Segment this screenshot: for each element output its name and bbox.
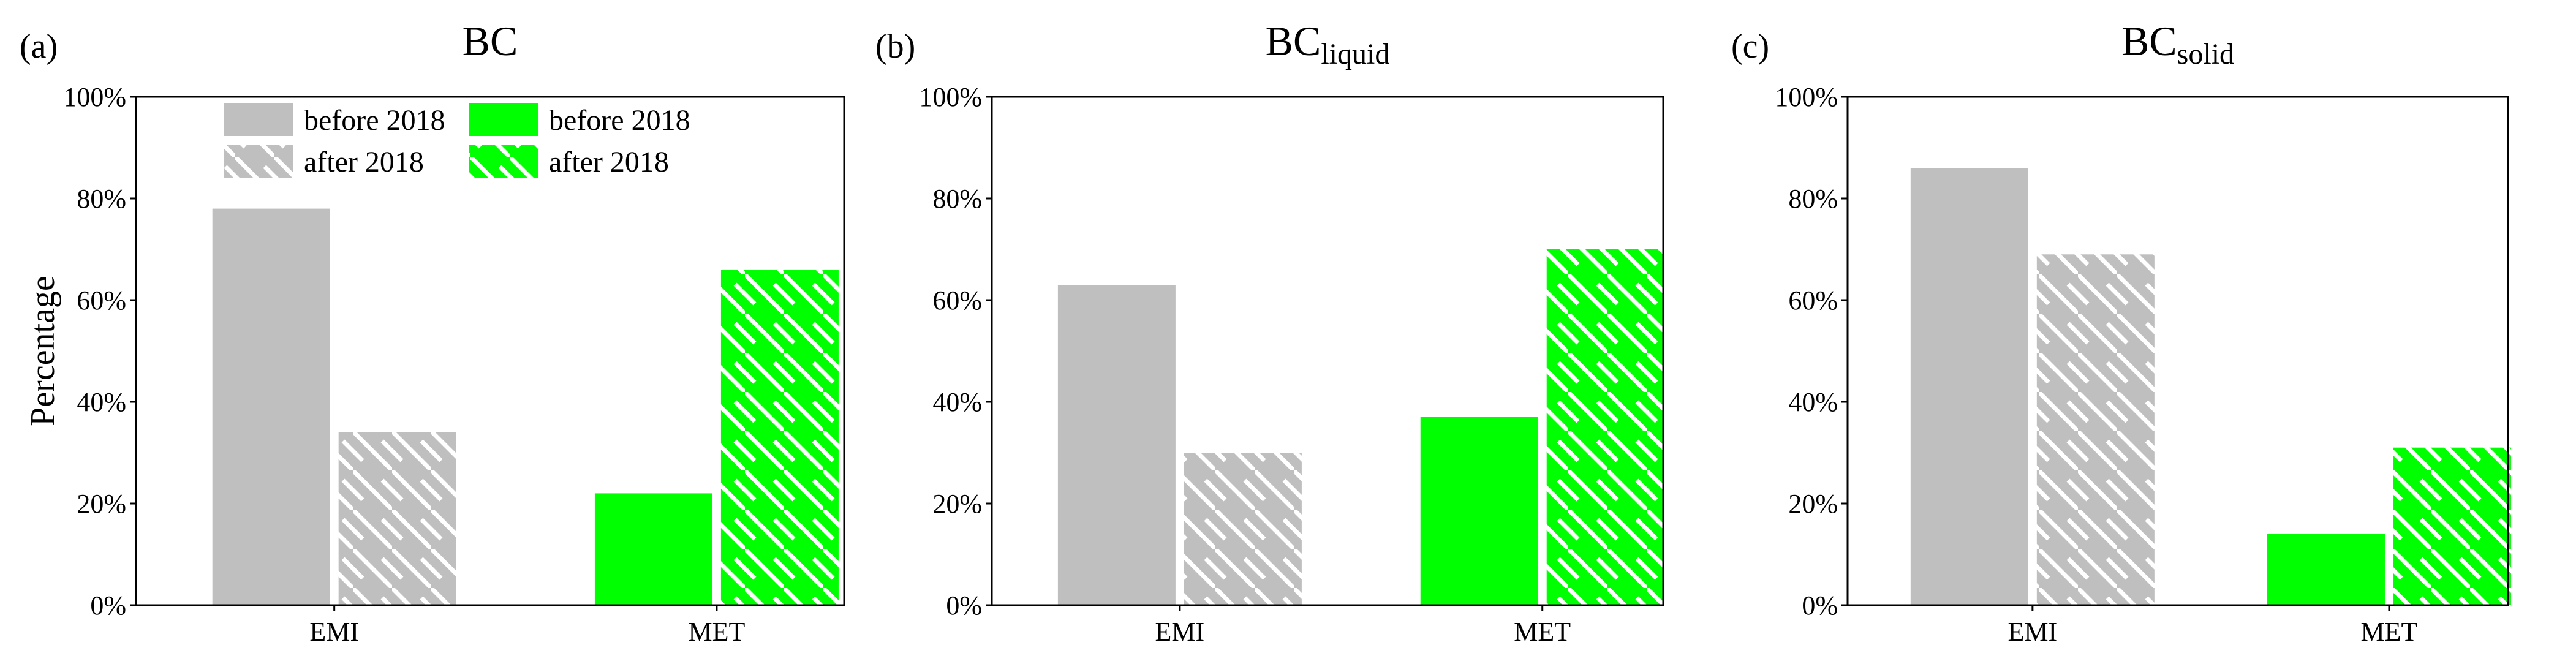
panel-label: (c) [1731, 28, 1769, 66]
legend-swatch [469, 103, 538, 136]
y-tick-label: 60% [932, 285, 982, 315]
legend: before 2018 before 2018 after 2018 after 20… [224, 103, 690, 178]
bar-emi-after [1184, 453, 1302, 605]
bar-met-after [720, 270, 839, 605]
legend-swatch [469, 145, 538, 178]
panel-3: EMI MET 0% 20% 40% 60% 80% 100%(c) BCsolid [1731, 18, 2511, 647]
y-tick-label: 40% [77, 387, 126, 417]
y-tick-label: 20% [1788, 489, 1838, 519]
legend-label: after 2018 [549, 146, 669, 178]
y-tick-label: 60% [77, 285, 126, 315]
y-tick-label: 20% [932, 489, 982, 519]
y-tick-label: 100% [919, 82, 982, 112]
y-tick-label: 20% [77, 489, 126, 519]
y-tick-label: 80% [77, 184, 126, 214]
y-tick-label: 80% [932, 184, 982, 214]
y-tick-label: 0% [946, 590, 982, 621]
plot-frame [135, 96, 845, 606]
bar-met-after [2393, 447, 2511, 605]
legend-label: before 2018 [304, 104, 445, 137]
legend-swatch [224, 145, 293, 178]
bar-met-after [1546, 249, 1664, 605]
panel-1: EMI MET 0% 20% 40% 60% 80% 100%(a) BC Percentage b… [20, 18, 845, 647]
x-tick-label: MET [2361, 617, 2418, 647]
panel-label: (b) [875, 28, 915, 66]
plot-frame [1846, 96, 2509, 606]
y-tick-label: 40% [1788, 387, 1838, 417]
y-tick-label: 100% [63, 82, 126, 112]
legend-swatch [224, 103, 293, 136]
plot-frame [991, 96, 1664, 606]
y-tick-label: 0% [1802, 590, 1838, 621]
bar-met-before [594, 493, 712, 605]
bar-emi-before [1910, 168, 2028, 605]
x-tick-label: MET [688, 617, 745, 647]
panel-2: EMI MET 0% 20% 40% 60% 80% 100%(b) BCliquid [875, 18, 1664, 647]
y-tick-label: 80% [1788, 184, 1838, 214]
x-tick-label: EMI [309, 617, 359, 647]
bar-met-before [2267, 534, 2385, 605]
panel-title: BCliquid [1266, 18, 1390, 70]
x-tick-label: EMI [1155, 617, 1205, 647]
y-tick-label: 40% [932, 387, 982, 417]
y-tick-label: 100% [1775, 82, 1838, 112]
panel-title: BC [463, 18, 518, 64]
bar-emi-before [212, 208, 330, 606]
x-tick-label: MET [1514, 617, 1571, 647]
y-tick-label: 0% [90, 590, 126, 621]
y-axis-label: Percentage [24, 276, 62, 426]
legend-label: before 2018 [549, 104, 690, 137]
panel-label: (a) [20, 28, 58, 66]
bar-met-before [1420, 417, 1538, 605]
bar-emi-after [338, 432, 456, 605]
legend-label: after 2018 [304, 146, 424, 178]
panel-title: BCsolid [2121, 18, 2234, 70]
x-tick-label: EMI [2008, 617, 2058, 647]
bar-emi-after [2036, 254, 2155, 605]
bar-emi-before [1057, 285, 1176, 606]
y-tick-label: 60% [1788, 285, 1838, 315]
